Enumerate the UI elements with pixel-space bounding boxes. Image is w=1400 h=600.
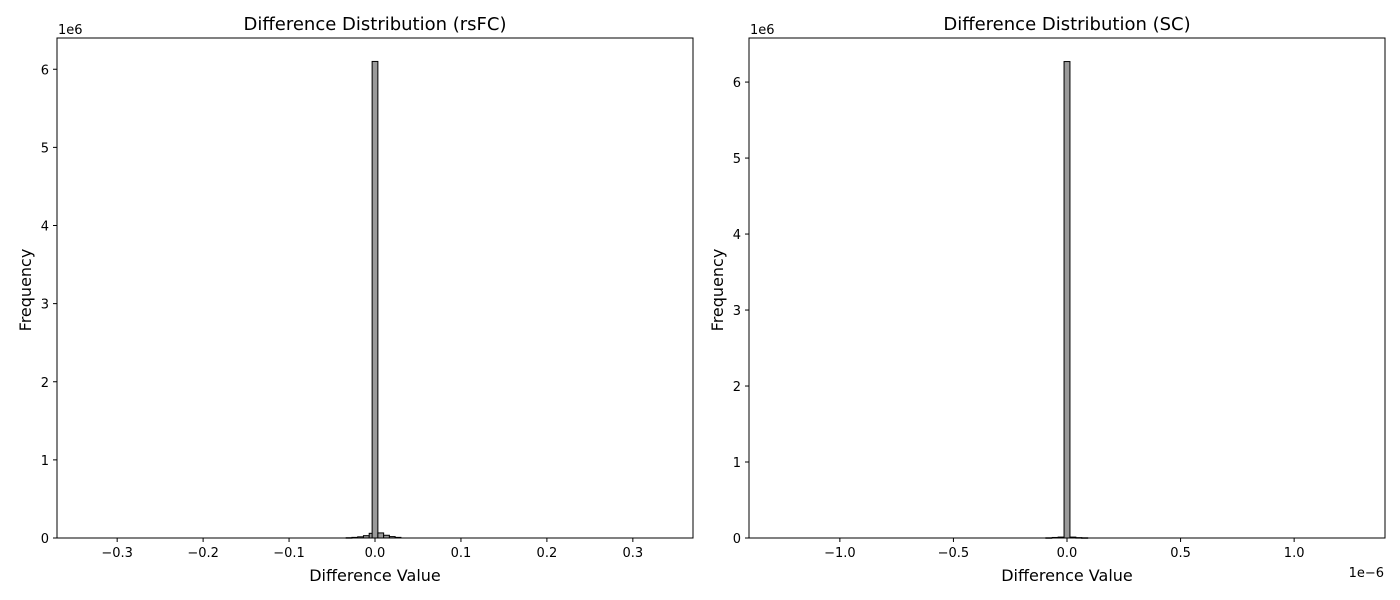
x-tick-label: 0.5 <box>1170 546 1191 561</box>
y-tick-label: 6 <box>733 76 741 91</box>
plot-area-sc: −1.0 −0.5 0.0 0.5 1.0 0 1 2 3 4 5 6 <box>733 37 1386 561</box>
y-scale-label-sc: 1e6 <box>750 23 775 38</box>
y-tick-label: 6 <box>41 63 49 78</box>
x-tick-label: 0.3 <box>622 546 643 561</box>
y-tick-label: 3 <box>41 298 49 313</box>
y-tick-label: 0 <box>733 532 741 547</box>
chart-title-rsfc: Difference Distribution (rsFC) <box>244 14 507 35</box>
chart-panel-sc: Difference Distribution (SC) Frequency D… <box>708 14 1386 585</box>
y-tick-label: 0 <box>41 532 49 547</box>
x-tick-label: 0.1 <box>451 546 472 561</box>
y-tick-label: 3 <box>733 304 741 319</box>
y-tick-label: 1 <box>733 456 741 471</box>
x-tick-label: 1.0 <box>1284 546 1305 561</box>
x-axis-label-sc: Difference Value <box>1001 566 1133 585</box>
x-scale-label-sc: 1e−6 <box>1349 566 1384 581</box>
y-tick-label: 5 <box>41 141 49 156</box>
x-tick-label: 0.0 <box>365 546 386 561</box>
y-axis-label-rsfc: Frequency <box>16 249 35 332</box>
chart-panel-rsfc: Difference Distribution (rsFC) Frequency… <box>16 14 694 585</box>
x-tick-label: −1.0 <box>824 546 856 561</box>
histogram-bar <box>1063 61 1071 539</box>
y-tick-label: 1 <box>41 454 49 469</box>
chart-title-sc: Difference Distribution (SC) <box>943 14 1190 35</box>
x-tick-label: −0.2 <box>187 546 219 561</box>
y-tick-label: 4 <box>41 220 49 235</box>
x-tick-label: −0.5 <box>938 546 970 561</box>
y-axis-label-sc: Frequency <box>708 249 727 332</box>
y-scale-label-rsfc: 1e6 <box>58 23 83 38</box>
x-axis-label-rsfc: Difference Value <box>309 566 441 585</box>
x-tick-label: 0.2 <box>537 546 558 561</box>
y-tick-label: 2 <box>733 380 741 395</box>
y-tick-label: 5 <box>733 152 741 167</box>
x-tick-label: −0.1 <box>273 546 305 561</box>
x-tick-label: 0.0 <box>1057 546 1078 561</box>
histogram-bar <box>371 60 379 539</box>
histogram-bar <box>377 532 385 539</box>
plot-area-rsfc: −0.3 −0.2 −0.1 0.0 0.1 0.2 0.3 0 1 2 3 4 5 6 <box>41 37 694 561</box>
x-tick-label: −0.3 <box>101 546 133 561</box>
y-tick-label: 2 <box>41 376 49 391</box>
y-tick-label: 4 <box>733 228 741 243</box>
